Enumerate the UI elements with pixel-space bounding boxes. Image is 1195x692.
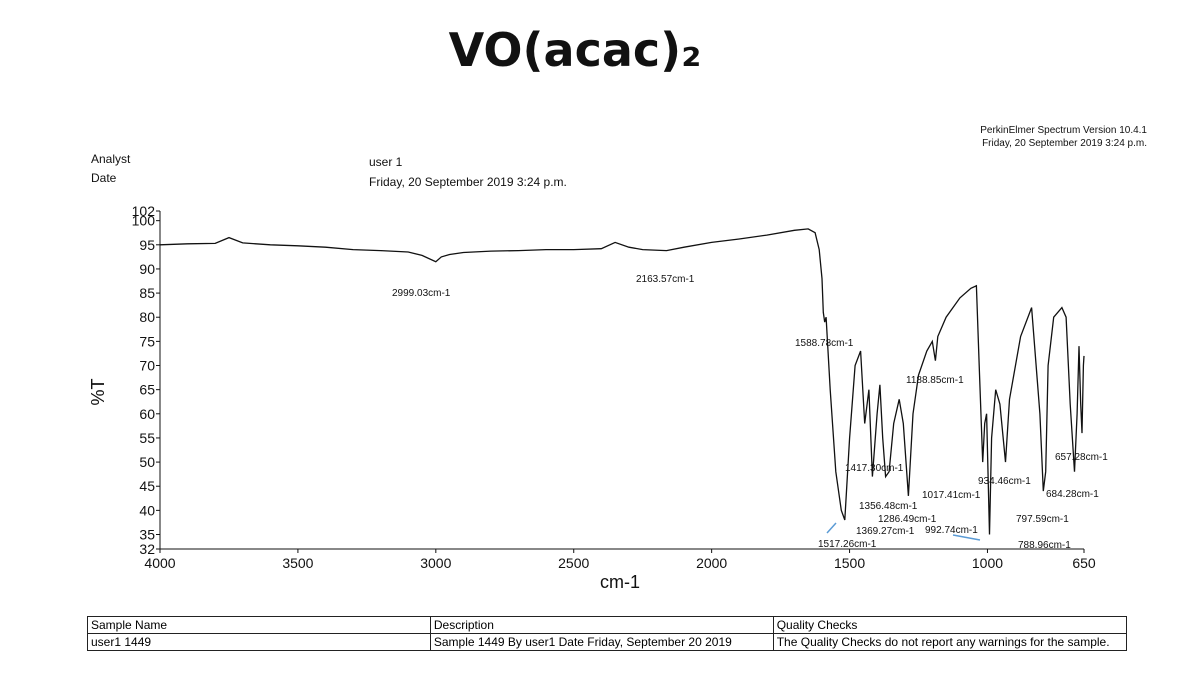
header-cell: Description xyxy=(429,616,774,634)
peak-label: 1188.85cm-1 xyxy=(906,375,964,386)
y-tick-label: 95 xyxy=(139,237,155,253)
cell: Sample 1449 By user1 Date Friday, Septem… xyxy=(429,633,774,651)
x-tick-label: 1500 xyxy=(834,555,865,571)
y-tick-label: 65 xyxy=(139,382,155,398)
peak-label: 934.46cm-1 xyxy=(978,476,1031,487)
date: Friday, 20 September 2019 3:24 p.m. xyxy=(369,175,567,189)
peak-label: 1356.48cm-1 xyxy=(859,501,918,512)
y-tick-label: 32 xyxy=(139,541,155,557)
spectrum-line xyxy=(159,228,1085,535)
y-tick-label: 60 xyxy=(139,406,155,422)
y-tick-label: 85 xyxy=(139,285,155,301)
peak-label: 657.28cm-1 xyxy=(1055,452,1108,463)
y-tick-label: 70 xyxy=(139,358,155,374)
date-label: Date xyxy=(91,171,117,185)
x-tick-label: 650 xyxy=(1072,555,1096,571)
chart-title: VO(acac)₂ xyxy=(449,23,702,77)
peak-label: 788.96cm-1 xyxy=(1018,540,1071,551)
y-tick-label: 102 xyxy=(132,203,156,219)
x-tick-label: 2500 xyxy=(558,555,589,571)
cell: The Quality Checks do not report any war… xyxy=(772,633,1128,651)
x-tick-label: 4000 xyxy=(144,555,175,571)
peak-label: 797.59cm-1 xyxy=(1016,514,1069,525)
y-tick-label: 40 xyxy=(139,502,155,518)
header-cell: Sample Name xyxy=(87,616,431,634)
software-version: PerkinElmer Spectrum Version 10.4.1 xyxy=(980,125,1147,136)
analyst-label: Analyst xyxy=(91,152,131,166)
analyst: user 1 xyxy=(369,155,403,169)
peak-label: 684.28cm-1 xyxy=(1046,489,1099,500)
peak-label: 1286.49cm-1 xyxy=(878,514,937,525)
y-tick-label: 100 xyxy=(132,213,156,229)
peak-label: 1017.41cm-1 xyxy=(922,490,981,501)
x-axis-label: cm-1 xyxy=(600,572,640,592)
y-tick-label: 90 xyxy=(139,261,155,277)
x-tick-label: 2000 xyxy=(696,555,727,571)
y-tick-label: 35 xyxy=(139,527,155,543)
peak-label: 2163.57cm-1 xyxy=(636,274,695,285)
peak-label: 1517.26cm-1 xyxy=(818,539,877,550)
cell: user1 1449 xyxy=(87,633,431,651)
y-tick-label: 80 xyxy=(139,309,155,325)
x-tick-label: 3500 xyxy=(282,555,313,571)
peak-label: 2999.03cm-1 xyxy=(392,288,451,299)
arrow xyxy=(952,534,981,541)
y-tick-label: 50 xyxy=(139,454,155,470)
peak-label: 1369.27cm-1 xyxy=(856,526,915,537)
print-date: Friday, 20 September 2019 3:24 p.m. xyxy=(982,138,1147,149)
arrow xyxy=(826,522,837,534)
peak-label: 992.74cm-1 xyxy=(925,525,978,536)
sample-table: Sample Name Description Quality Checks use… xyxy=(87,616,1128,651)
y-tick-label: 75 xyxy=(139,333,155,349)
y-tick-label: 45 xyxy=(139,478,155,494)
peak-label: 1417.30cm-1 xyxy=(845,463,904,474)
y-tick-label: 55 xyxy=(139,430,155,446)
y-axis-label: %T xyxy=(88,378,108,405)
x-tick-label: 1000 xyxy=(972,555,1003,571)
x-tick-label: 3000 xyxy=(420,555,451,571)
header-cell: Quality Checks xyxy=(772,616,1128,634)
peak-label: 1588.78cm-1 xyxy=(795,338,854,349)
